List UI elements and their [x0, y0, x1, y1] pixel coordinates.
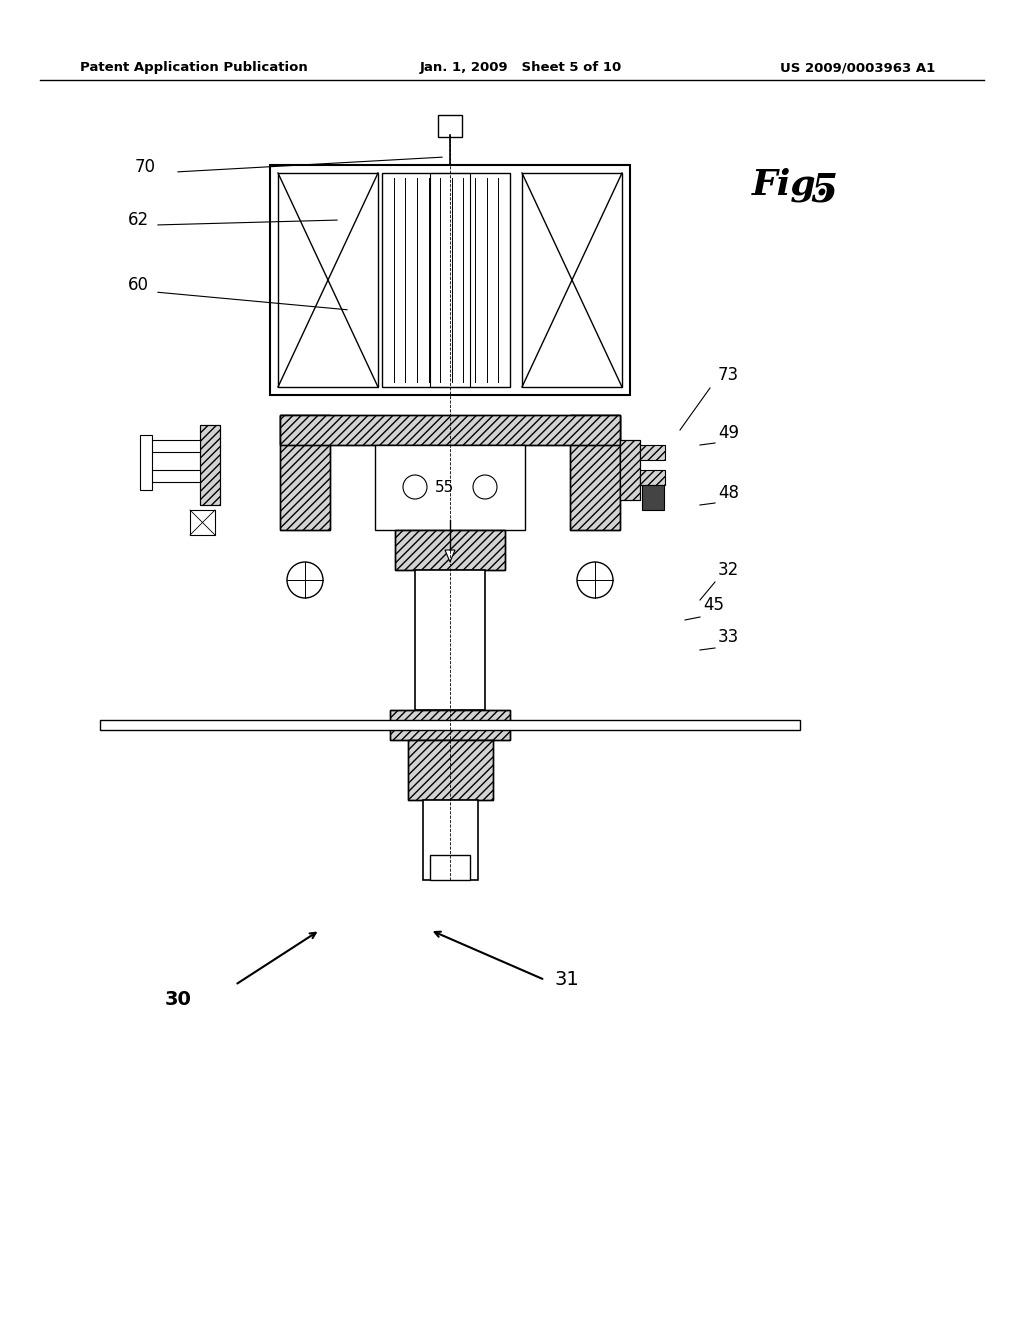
Text: 45: 45 — [703, 597, 724, 614]
Bar — [430, 855, 470, 880]
Polygon shape — [445, 550, 455, 562]
Text: Fig.: Fig. — [752, 168, 829, 202]
Text: 31: 31 — [555, 970, 580, 989]
Bar — [280, 414, 620, 445]
Text: Jan. 1, 2009   Sheet 5 of 10: Jan. 1, 2009 Sheet 5 of 10 — [420, 62, 623, 74]
Bar — [570, 414, 620, 531]
Bar — [390, 710, 510, 741]
Bar — [395, 531, 505, 570]
Bar — [390, 710, 510, 741]
Text: 60: 60 — [128, 276, 150, 294]
Bar — [620, 440, 640, 500]
Bar — [395, 531, 505, 570]
Bar — [642, 484, 664, 510]
Text: 70: 70 — [135, 158, 156, 176]
Text: 62: 62 — [128, 211, 150, 228]
Bar — [640, 470, 665, 484]
Bar — [438, 115, 462, 137]
Bar — [140, 436, 152, 490]
Text: US 2009/0003963 A1: US 2009/0003963 A1 — [780, 62, 935, 74]
Bar — [375, 445, 525, 531]
Bar — [430, 173, 470, 387]
Bar — [415, 570, 485, 710]
Bar — [280, 414, 330, 531]
Bar — [280, 414, 620, 445]
Text: 48: 48 — [718, 484, 739, 502]
Text: Patent Application Publication: Patent Application Publication — [80, 62, 308, 74]
Text: 30: 30 — [165, 990, 191, 1008]
Bar — [382, 173, 510, 387]
Bar — [100, 719, 800, 730]
Bar — [150, 440, 200, 451]
Bar — [270, 165, 630, 395]
Bar — [640, 445, 665, 459]
Bar — [522, 173, 622, 387]
Bar — [408, 741, 493, 800]
Bar — [408, 741, 493, 800]
Text: 49: 49 — [718, 424, 739, 442]
Bar — [190, 510, 215, 535]
Bar — [278, 173, 378, 387]
Text: 5: 5 — [810, 172, 837, 210]
Text: 32: 32 — [718, 561, 739, 579]
Text: 73: 73 — [718, 366, 739, 384]
Text: 33: 33 — [718, 628, 739, 645]
Bar — [280, 414, 330, 531]
Bar — [200, 425, 220, 506]
Text: 55: 55 — [435, 480, 455, 495]
Bar — [620, 440, 640, 500]
Bar — [150, 470, 200, 482]
Bar — [423, 800, 478, 880]
Bar — [200, 425, 220, 506]
Bar — [570, 414, 620, 531]
